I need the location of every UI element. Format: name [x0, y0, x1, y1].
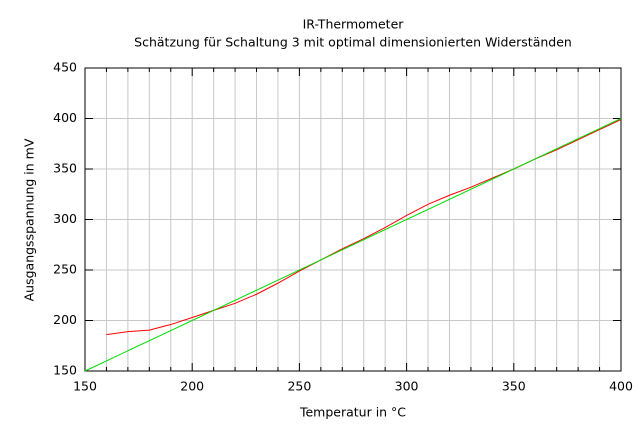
x-tick-label: 300	[395, 379, 419, 394]
y-tick-label: 250	[53, 262, 77, 277]
x-axis-label: Temperatur in °C	[299, 405, 406, 420]
y-tick-label: 450	[53, 60, 77, 75]
y-tick-label: 300	[53, 211, 77, 226]
plot-frame	[84, 67, 622, 372]
x-tick-label: 400	[609, 379, 633, 394]
y-tick-label: 150	[53, 363, 77, 378]
y-tick-label: 400	[53, 110, 77, 125]
y-tick-label: 350	[53, 161, 77, 176]
y-axis-label: Ausgangsspannung in mV	[22, 138, 37, 301]
x-tick-label: 150	[73, 379, 97, 394]
x-tick-label: 250	[287, 379, 311, 394]
data-line	[84, 118, 622, 372]
x-tick-label: 350	[502, 379, 526, 394]
x-tick-label: 200	[180, 379, 204, 394]
chart-title: IR-Thermometer	[303, 17, 405, 32]
y-tick-label: 200	[53, 312, 77, 327]
chart-subtitle: Schätzung für Schaltung 3 mit optimal di…	[134, 35, 572, 50]
